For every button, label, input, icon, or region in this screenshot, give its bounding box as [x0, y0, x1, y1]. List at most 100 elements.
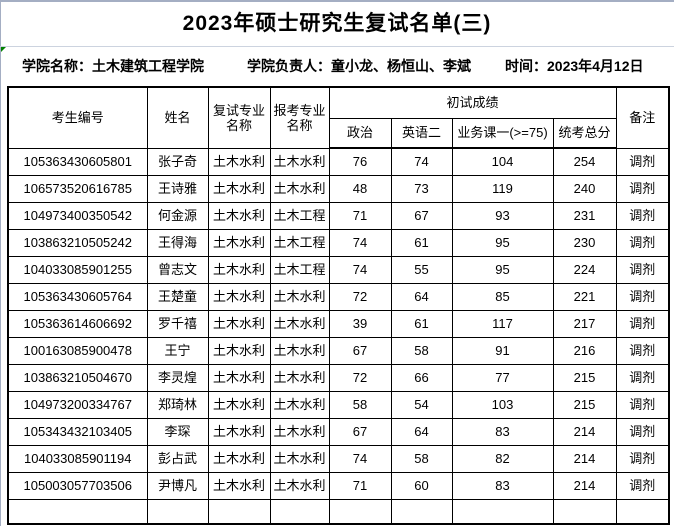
cell-remarks[interactable]: 调剂 [615, 471, 670, 500]
college-name-cell[interactable]: 学院名称：土木建筑工程学院 [22, 58, 204, 74]
cell-politics[interactable]: 72 [328, 363, 392, 392]
cell-candidate-id[interactable]: 104033085901255 [7, 255, 148, 284]
cell-politics[interactable]: 71 [328, 201, 392, 230]
cell-total[interactable]: 216 [552, 336, 617, 365]
cell-retest-major[interactable]: 土木水利 [207, 444, 271, 473]
cell-total[interactable]: 214 [552, 444, 617, 473]
cell-english2[interactable]: 74 [390, 147, 453, 176]
cell-name[interactable]: 曾志文 [146, 255, 209, 284]
cell-retest-major[interactable]: 土木水利 [207, 255, 271, 284]
cell-course1[interactable]: 95 [451, 255, 554, 284]
cell-course1[interactable]: 77 [451, 363, 554, 392]
cell-candidate-id[interactable]: 104973400350542 [7, 201, 148, 230]
cell-retest-major[interactable]: 土木水利 [207, 282, 271, 311]
cell-applied-major[interactable]: 土木水利 [269, 417, 330, 446]
cell-total[interactable]: 224 [552, 255, 617, 284]
cell-total[interactable]: 231 [552, 201, 617, 230]
cell-empty[interactable] [615, 498, 670, 525]
cell-name[interactable]: 彭占武 [146, 444, 209, 473]
cell-politics[interactable]: 67 [328, 417, 392, 446]
cell-applied-major[interactable]: 土木水利 [269, 147, 330, 176]
cell-applied-major[interactable]: 土木水利 [269, 174, 330, 203]
cell-retest-major[interactable]: 土木水利 [207, 309, 271, 338]
cell-applied-major[interactable]: 土木水利 [269, 336, 330, 365]
cell-remarks[interactable]: 调剂 [615, 444, 670, 473]
cell-total[interactable]: 240 [552, 174, 617, 203]
header-remarks[interactable]: 备注 [615, 86, 670, 149]
cell-course1[interactable]: 103 [451, 390, 554, 419]
cell-politics[interactable]: 74 [328, 228, 392, 257]
cell-remarks[interactable]: 调剂 [615, 336, 670, 365]
cell-politics[interactable]: 39 [328, 309, 392, 338]
cell-name[interactable]: 郑琦林 [146, 390, 209, 419]
cell-retest-major[interactable]: 土木水利 [207, 363, 271, 392]
cell-english2[interactable]: 61 [390, 228, 453, 257]
cell-remarks[interactable]: 调剂 [615, 282, 670, 311]
cell-applied-major[interactable]: 土木水利 [269, 471, 330, 500]
cell-name[interactable]: 李琛 [146, 417, 209, 446]
cell-retest-major[interactable]: 土木水利 [207, 228, 271, 257]
cell-applied-major[interactable]: 土木工程 [269, 255, 330, 284]
cell-applied-major[interactable]: 土木水利 [269, 444, 330, 473]
cell-course1[interactable]: 95 [451, 228, 554, 257]
cell-politics[interactable]: 72 [328, 282, 392, 311]
cell-english2[interactable]: 64 [390, 282, 453, 311]
cell-total[interactable]: 215 [552, 390, 617, 419]
college-head-cell[interactable]: 学院负责人：童小龙、杨恒山、李斌 [247, 58, 471, 74]
cell-politics[interactable]: 74 [328, 444, 392, 473]
header-initial-scores[interactable]: 初试成绩 [328, 86, 617, 119]
header-total[interactable]: 统考总分 [552, 117, 617, 149]
cell-remarks[interactable]: 调剂 [615, 363, 670, 392]
header-retest-major[interactable]: 复试专业名称 [207, 86, 271, 149]
cell-english2[interactable]: 73 [390, 174, 453, 203]
cell-retest-major[interactable]: 土木水利 [207, 390, 271, 419]
cell-remarks[interactable]: 调剂 [615, 174, 670, 203]
cell-english2[interactable]: 58 [390, 336, 453, 365]
cell-retest-major[interactable]: 土木水利 [207, 336, 271, 365]
cell-name[interactable]: 尹博凡 [146, 471, 209, 500]
cell-politics[interactable]: 71 [328, 471, 392, 500]
cell-candidate-id[interactable]: 104033085901194 [7, 444, 148, 473]
cell-empty[interactable] [207, 498, 271, 525]
header-applied-major[interactable]: 报考专业名称 [269, 86, 330, 149]
header-name[interactable]: 姓名 [146, 86, 209, 149]
cell-candidate-id[interactable]: 105003057703506 [7, 471, 148, 500]
cell-candidate-id[interactable]: 103863210505242 [7, 228, 148, 257]
cell-course1[interactable]: 82 [451, 444, 554, 473]
cell-politics[interactable]: 58 [328, 390, 392, 419]
cell-english2[interactable]: 55 [390, 255, 453, 284]
cell-course1[interactable]: 93 [451, 201, 554, 230]
cell-retest-major[interactable]: 土木水利 [207, 201, 271, 230]
cell-name[interactable]: 罗千禧 [146, 309, 209, 338]
cell-candidate-id[interactable]: 104973200334767 [7, 390, 148, 419]
cell-total[interactable]: 217 [552, 309, 617, 338]
cell-applied-major[interactable]: 土木工程 [269, 201, 330, 230]
cell-empty[interactable] [390, 498, 453, 525]
cell-empty[interactable] [451, 498, 554, 525]
cell-course1[interactable]: 104 [451, 147, 554, 176]
header-course1[interactable]: 业务课一(>=75) [451, 117, 554, 149]
cell-applied-major[interactable]: 土木水利 [269, 309, 330, 338]
cell-retest-major[interactable]: 土木水利 [207, 174, 271, 203]
cell-applied-major[interactable]: 土木水利 [269, 282, 330, 311]
cell-remarks[interactable]: 调剂 [615, 201, 670, 230]
cell-total[interactable]: 214 [552, 417, 617, 446]
cell-course1[interactable]: 83 [451, 471, 554, 500]
cell-politics[interactable]: 74 [328, 255, 392, 284]
cell-retest-major[interactable]: 土木水利 [207, 417, 271, 446]
cell-candidate-id[interactable]: 103863210504670 [7, 363, 148, 392]
cell-candidate-id[interactable]: 100163085900478 [7, 336, 148, 365]
cell-english2[interactable]: 61 [390, 309, 453, 338]
cell-retest-major[interactable]: 土木水利 [207, 147, 271, 176]
cell-total[interactable]: 221 [552, 282, 617, 311]
cell-remarks[interactable]: 调剂 [615, 255, 670, 284]
cell-candidate-id[interactable]: 106573520616785 [7, 174, 148, 203]
cell-candidate-id[interactable]: 105343432103405 [7, 417, 148, 446]
cell-applied-major[interactable]: 土木工程 [269, 228, 330, 257]
cell-remarks[interactable]: 调剂 [615, 147, 670, 176]
cell-name[interactable]: 王宁 [146, 336, 209, 365]
cell-course1[interactable]: 117 [451, 309, 554, 338]
cell-course1[interactable]: 85 [451, 282, 554, 311]
header-politics[interactable]: 政治 [328, 117, 392, 149]
cell-english2[interactable]: 66 [390, 363, 453, 392]
